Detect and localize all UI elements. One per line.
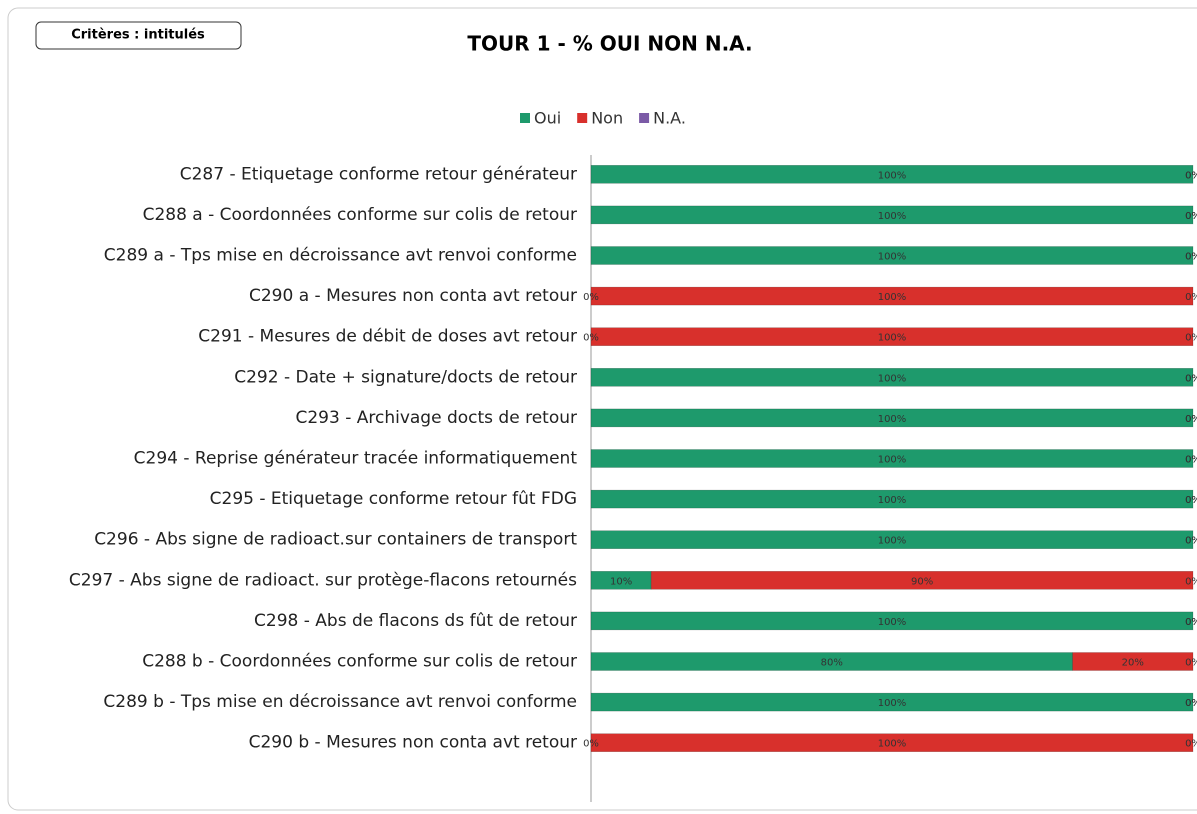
value-label: 0% xyxy=(1185,414,1197,425)
value-label: 100% xyxy=(878,455,907,466)
category-label: C297 - Abs signe de radioact. sur protèg… xyxy=(69,570,577,590)
bar-segment xyxy=(590,530,1194,550)
bar-segment xyxy=(590,367,1194,387)
category-label: C294 - Reprise générateur tracée informa… xyxy=(134,449,578,469)
value-label: 0% xyxy=(1185,617,1197,628)
value-label: 100% xyxy=(878,373,907,384)
value-label: 0% xyxy=(1185,536,1197,547)
value-label: 0% xyxy=(583,333,599,344)
bar-segment xyxy=(590,611,1194,631)
value-label: 0% xyxy=(1185,373,1197,384)
value-label: 0% xyxy=(1185,455,1197,466)
value-label: 0% xyxy=(1185,211,1197,222)
value-label: 0% xyxy=(1185,576,1197,587)
category-label: C296 - Abs signe de radioact.sur contain… xyxy=(94,530,577,550)
bar-segment xyxy=(590,408,1194,428)
bar-segment xyxy=(590,449,1194,468)
value-label: 0% xyxy=(583,739,599,750)
value-label: 0% xyxy=(1185,495,1197,506)
category-label: C292 - Date + signature/docts de retour xyxy=(234,367,577,387)
legend-label: Non xyxy=(591,109,623,128)
filter-button-label[interactable]: Critères : intitulés xyxy=(71,28,205,43)
value-label: 0% xyxy=(1185,252,1197,263)
value-label: 0% xyxy=(583,292,599,303)
bar-segment xyxy=(590,327,1194,347)
value-label: 0% xyxy=(1185,170,1197,181)
value-label: 100% xyxy=(878,292,907,303)
value-label: 100% xyxy=(878,414,907,425)
value-label: 0% xyxy=(1185,617,1197,628)
value-label: 0% xyxy=(1185,211,1197,222)
legend-swatch xyxy=(577,113,588,123)
value-label: 0% xyxy=(1185,658,1197,669)
legend-swatch xyxy=(520,113,530,123)
value-label: 100% xyxy=(878,698,907,709)
bar-segment xyxy=(590,489,1194,509)
value-label: 0% xyxy=(1185,455,1197,466)
category-label: C289 a - Tps mise en décroissance avt re… xyxy=(104,246,577,266)
value-label: 10% xyxy=(610,576,632,587)
legend-swatch xyxy=(639,113,650,123)
value-label: 0% xyxy=(1185,495,1197,506)
value-label: 100% xyxy=(878,252,907,263)
category-label: C288 a - Coordonnées conforme sur colis … xyxy=(143,205,577,225)
value-label: 100% xyxy=(878,333,907,344)
value-label: 0% xyxy=(1185,536,1197,547)
value-label: 100% xyxy=(878,170,907,181)
value-label: 0% xyxy=(1185,252,1197,263)
category-label: C298 - Abs de flacons ds fût de retour xyxy=(254,611,577,631)
bar-segment xyxy=(590,205,1194,225)
value-label: 100% xyxy=(878,536,907,547)
value-label: 0% xyxy=(1185,333,1197,344)
value-label: 20% xyxy=(1122,658,1144,669)
legend-label: Oui xyxy=(534,109,561,128)
bar-segment xyxy=(590,165,1194,184)
bar-segment xyxy=(590,692,1194,712)
filter-button[interactable] xyxy=(35,21,242,50)
category-label: C288 b - Coordonnées conforme sur colis … xyxy=(142,652,577,672)
value-label: 80% xyxy=(821,658,843,669)
bar-segment xyxy=(590,286,1194,306)
bar-segment xyxy=(590,246,1194,265)
category-label: C295 - Etiquetage conforme retour fût FD… xyxy=(210,489,577,509)
value-label: 0% xyxy=(1185,698,1197,709)
category-label: C291 - Mesures de débit de doses avt ret… xyxy=(198,327,577,347)
category-label: C290 a - Mesures non conta avt retour xyxy=(249,286,577,306)
chart-title: TOUR 1 - % OUI NON N.A. xyxy=(467,32,752,56)
value-label: 0% xyxy=(1185,698,1197,709)
value-label: 100% xyxy=(878,211,907,222)
value-label: 0% xyxy=(1185,414,1197,425)
bar-segment xyxy=(1072,652,1194,671)
value-label: 0% xyxy=(1185,292,1197,303)
value-label: 100% xyxy=(878,739,907,750)
bar-segment xyxy=(590,733,1194,753)
category-label: C290 b - Mesures non conta avt retour xyxy=(249,733,577,753)
value-label: 0% xyxy=(1185,373,1197,384)
category-label: C293 - Archivage docts de retour xyxy=(295,408,577,428)
value-label: 0% xyxy=(1185,170,1197,181)
category-label: C287 - Etiquetage conforme retour généra… xyxy=(180,164,577,184)
category-label: C289 b - Tps mise en décroissance avt re… xyxy=(103,692,577,712)
bar-segment xyxy=(650,570,1194,590)
value-label: 0% xyxy=(1185,739,1197,750)
value-label: 100% xyxy=(878,495,907,506)
legend-label: N.A. xyxy=(653,109,686,128)
value-label: 90% xyxy=(911,576,933,587)
value-label: 100% xyxy=(878,617,907,628)
